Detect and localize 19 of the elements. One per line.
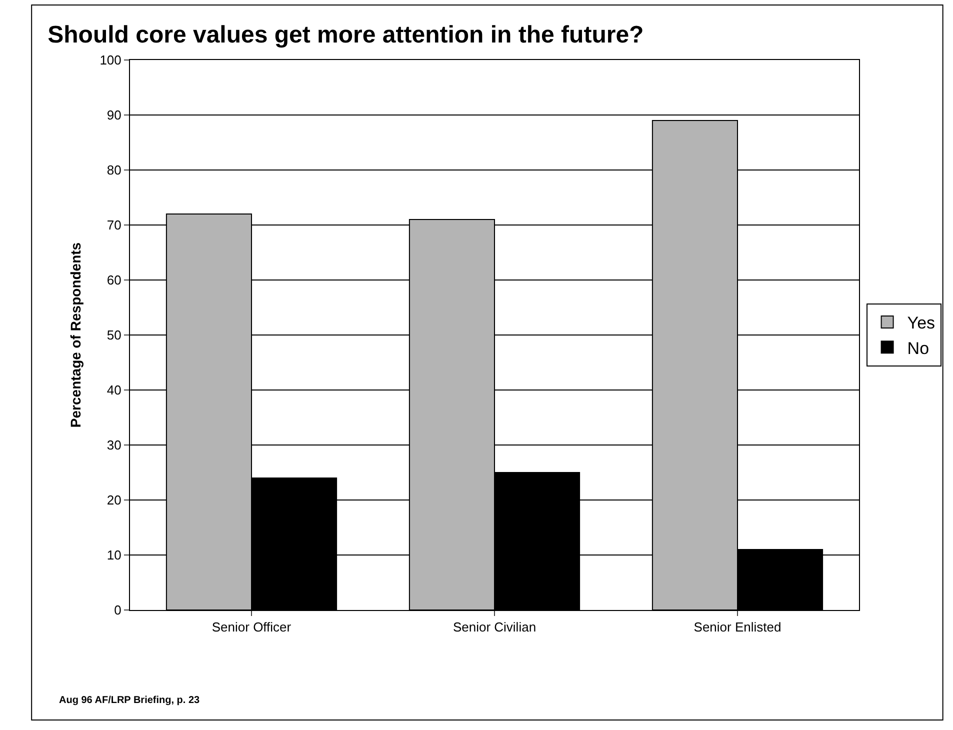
- y-tick-label: 70: [106, 218, 122, 233]
- y-tick-label: 80: [106, 162, 122, 178]
- y-tick-label: 20: [106, 492, 122, 508]
- text: Aug 96 AF/LRP Briefing, p. 23: [59, 695, 200, 706]
- chart-title: Should core values get more attention in the future?: [48, 21, 644, 48]
- y-tick-label: 10: [106, 548, 122, 563]
- y-tick-label: 90: [106, 108, 122, 123]
- y-tick-label: 60: [106, 272, 122, 288]
- y-tick-label: 50: [106, 328, 122, 343]
- y-axis-title: Percentage of Respondents: [67, 242, 84, 428]
- x-tick-label: Senior Enlisted: [694, 620, 782, 635]
- legend-label: No: [907, 338, 930, 358]
- y-tick-label: 0: [114, 602, 122, 618]
- y-tick-label: 40: [106, 382, 122, 398]
- x-tick-label: Senior Officer: [212, 620, 292, 635]
- y-tick-label: 100: [100, 52, 122, 68]
- x-tick-label: Senior Civilian: [452, 620, 536, 635]
- y-tick-label: 30: [106, 438, 122, 453]
- legend-label: Yes: [907, 314, 936, 333]
